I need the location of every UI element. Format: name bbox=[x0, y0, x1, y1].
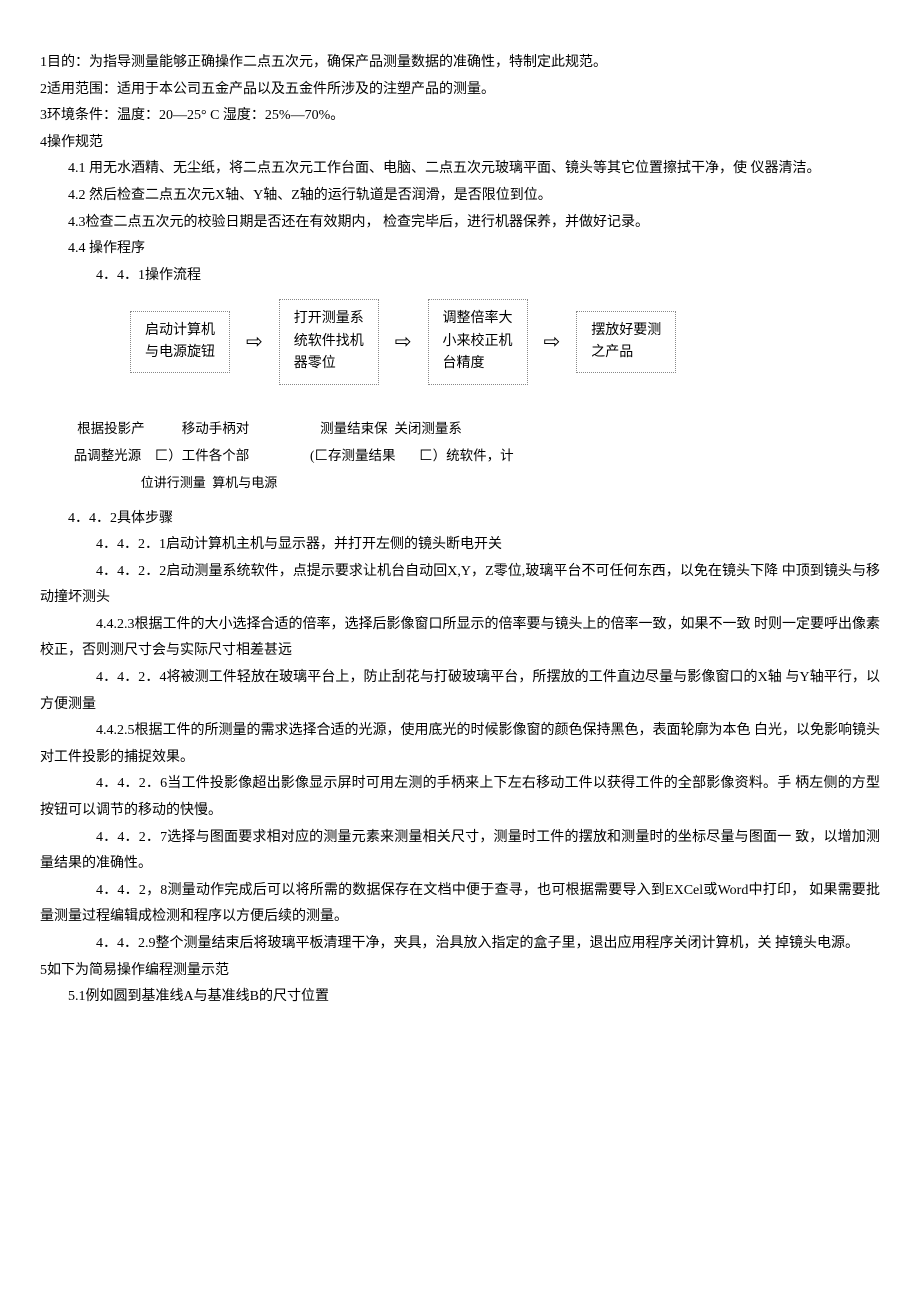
section-4-1: 4.1 用无水酒精、无尘纸，将二点五次元工作台面、电脑、二点五次元玻璃平面、镜头… bbox=[40, 156, 880, 183]
flow-text-line3: 位讲行测量 算机与电源 bbox=[40, 475, 277, 490]
section-4-3: 4.3检查二点五次元的校验日期是否还在有效期内， 检查完毕后，进行机器保养，并做… bbox=[40, 210, 880, 237]
section-4-header: 4操作规范 bbox=[40, 130, 880, 157]
step-4-4-2-8: 4．4．2，8测量动作完成后可以将所需的数据保存在文档中便于查寻，也可根据需要导… bbox=[40, 878, 880, 931]
step-4-4-2-1: 4．4．2．1启动计算机主机与显示器，并打开左侧的镜头断电开关 bbox=[40, 532, 880, 559]
section-4-4: 4.4 操作程序 bbox=[40, 236, 880, 263]
flowchart-row: 启动计算机与电源旋钮 ⇨ 打开测量系统软件找机器零位 ⇨ 调整倍率大小来校正机台… bbox=[130, 299, 880, 384]
step-4-4-2-6: 4．4．2．6当工件投影像超出影像显示屏时可用左测的手柄来上下左右移动工件以获得… bbox=[40, 771, 880, 824]
step-4-4-2-4: 4．4．2．4将被测工件轻放在玻璃平台上，防止刮花与打破玻璃平台，所摆放的工件直… bbox=[40, 665, 880, 718]
section-5-1: 5.1例如圆到基准线A与基准线B的尺寸位置 bbox=[40, 984, 880, 1011]
flow-text-line2: 品调整光源 匚）工件各个部 (匚存测量结果 匚）统软件，计 bbox=[40, 448, 514, 463]
flow-box-3: 调整倍率大小来校正机台精度 bbox=[428, 299, 528, 384]
flow-text-row: 根据投影产 移动手柄对 测量结束保 关闭测量系 品调整光源 匚）工件各个部 (匚… bbox=[40, 415, 880, 496]
flow-box-2: 打开测量系统软件找机器零位 bbox=[279, 299, 379, 384]
flow-box-1: 启动计算机与电源旋钮 bbox=[130, 311, 230, 374]
step-4-4-2-2: 4．4．2．2启动测量系统软件，点提示要求让机台自动回X,Y，Z零位,玻璃平台不… bbox=[40, 559, 880, 612]
section-3-environment: 3环境条件：温度：20—25° C 湿度：25%—70%。 bbox=[40, 103, 880, 130]
flow-text-line1: 根据投影产 移动手柄对 测量结束保 关闭测量系 bbox=[40, 421, 462, 436]
step-4-4-2-3: 4.4.2.3根据工件的大小选择合适的倍率，选择后影像窗口所显示的倍率要与镜头上… bbox=[40, 612, 880, 665]
section-4-4-2: 4．4．2具体步骤 bbox=[40, 506, 880, 533]
step-4-4-2-5: 4.4.2.5根据工件的所测量的需求选择合适的光源，使用底光的时候影像窗的颜色保… bbox=[40, 718, 880, 771]
arrow-icon: ⇨ bbox=[391, 323, 416, 361]
section-1-purpose: 1目的：为指导测量能够正确操作二点五次元，确保产品测量数据的准确性，特制定此规范… bbox=[40, 50, 880, 77]
step-4-4-2-9: 4．4．2.9整个测量结束后将玻璃平板清理干净，夹具，治具放入指定的盒子里，退出… bbox=[40, 931, 880, 958]
arrow-icon: ⇨ bbox=[540, 323, 565, 361]
section-4-4-1: 4．4．1操作流程 bbox=[40, 263, 880, 290]
section-2-scope: 2适用范围：适用于本公司五金产品以及五金件所涉及的注塑产品的测量。 bbox=[40, 77, 880, 104]
arrow-icon: ⇨ bbox=[242, 323, 267, 361]
flow-box-4: 摆放好要测之产品 bbox=[576, 311, 676, 374]
section-4-2: 4.2 然后检查二点五次元X轴、Y轴、Z轴的运行轨道是否润滑，是否限位到位。 bbox=[40, 183, 880, 210]
step-4-4-2-7: 4．4．2．7选择与图面要求相对应的测量元素来测量相关尺寸，测量时工件的摆放和测… bbox=[40, 825, 880, 878]
flow-text-block: 根据投影产 移动手柄对 测量结束保 关闭测量系 品调整光源 匚）工件各个部 (匚… bbox=[40, 415, 514, 496]
section-5: 5如下为简易操作编程测量示范 bbox=[40, 958, 880, 985]
